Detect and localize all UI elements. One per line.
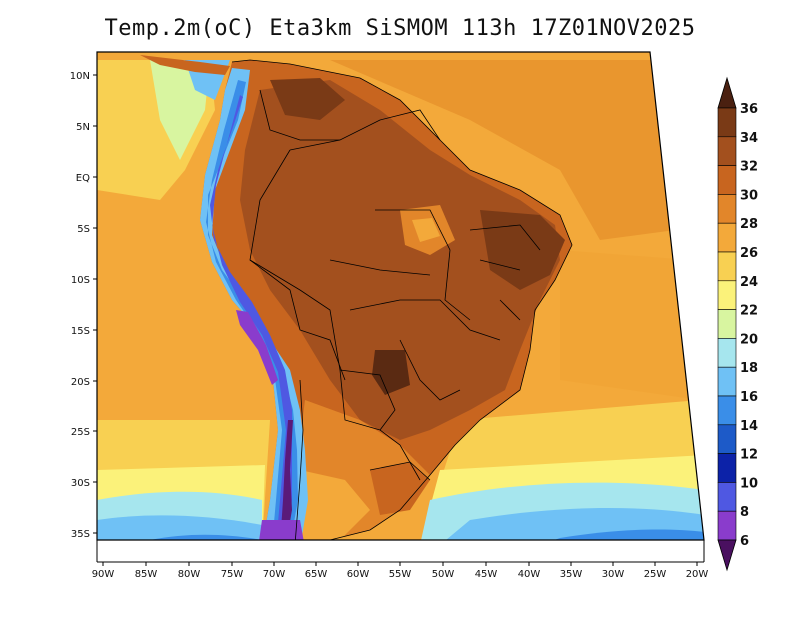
colorbar-label: 36 <box>740 102 758 117</box>
land-south-cooler-2 <box>292 470 370 540</box>
lat-tick-label: 25S <box>71 427 90 438</box>
lat-tick-label: 35S <box>71 529 90 540</box>
colorbar-band <box>717 395 737 426</box>
argentina-chile-border <box>294 379 304 540</box>
andes-south-tip <box>258 520 305 540</box>
colorbar-band <box>717 482 737 512</box>
lat-tick-label: 30S <box>71 478 90 489</box>
map-title: Temp.2m(oC) Eta3km SiSMOM 113h 17Z01NOV2… <box>104 16 696 41</box>
lat-labels: 10N 5N EQ 5S 10S 15S 20S 25S 30S 35S <box>70 71 90 540</box>
colorbar-label: 32 <box>740 160 758 175</box>
colorbar-label: 10 <box>740 476 758 491</box>
lat-ticks <box>93 74 97 534</box>
ocean-atlantic-east <box>560 250 700 400</box>
lon-tick-label: 60W <box>347 569 370 580</box>
colorbar-label: 28 <box>740 217 758 232</box>
lon-tick-label: 70W <box>263 569 286 580</box>
lon-tick-label: 30W <box>602 569 625 580</box>
colorbar-band <box>717 309 737 339</box>
colorbar-band <box>717 107 737 138</box>
lon-tick-label: 85W <box>135 569 158 580</box>
colorbar-label: 14 <box>740 419 758 434</box>
paraguay-border <box>339 369 396 431</box>
land-central-america <box>140 55 230 75</box>
brazil-border <box>249 109 441 481</box>
colorbar-label: 20 <box>740 332 758 347</box>
lat-tick-label: 10S <box>71 275 90 286</box>
andes-outer <box>200 68 308 540</box>
colorbar-label: 34 <box>740 131 758 146</box>
colorbar-label: 12 <box>740 448 758 463</box>
colorbar-label: 22 <box>740 304 758 319</box>
lon-tick-label: 75W <box>221 569 244 580</box>
colorbar-band <box>717 424 737 454</box>
land-hottest-pantanal <box>372 350 410 395</box>
colorbar-band <box>717 510 737 541</box>
lon-tick-label: 35W <box>560 569 583 580</box>
lon-tick-label: 65W <box>305 569 328 580</box>
land-hottest-ne <box>480 210 565 290</box>
colorbar-band <box>717 194 737 224</box>
boundaries <box>231 59 573 540</box>
colorbar-top-arrow <box>717 76 737 109</box>
colorbar-band <box>717 165 737 195</box>
peru-bolivia-border <box>249 259 346 381</box>
ocean-atlantic-warm <box>330 60 675 240</box>
colorbar-band <box>717 338 737 368</box>
land-hottest-venezuela <box>270 78 345 120</box>
lon-tick-label: 50W <box>432 569 455 580</box>
lon-tick-label: 20W <box>686 569 709 580</box>
lon-tick-label: 80W <box>178 569 201 580</box>
state-lines-1 <box>329 209 501 341</box>
colorbar-band <box>717 453 737 483</box>
colorbar-label: 24 <box>740 275 758 290</box>
land-uruguay <box>370 462 430 515</box>
colorbar-band <box>717 251 737 282</box>
colorbar-band <box>717 366 737 397</box>
colorbar-label: 30 <box>740 188 758 203</box>
lat-tick-label: 5S <box>77 224 90 235</box>
lat-tick-label: 15S <box>71 326 90 337</box>
colorbar-band <box>717 280 737 310</box>
lat-tick-label: 20S <box>71 377 90 388</box>
coastline <box>231 59 573 540</box>
lon-labels: 90W 85W 80W 75W 70W 65W 60W 55W 50W 45W … <box>92 569 709 580</box>
land-cooler-amazon-2 <box>412 218 440 242</box>
colorbar: 36 34 32 30 28 26 24 22 20 18 16 14 12 10 8 6 <box>717 76 758 572</box>
lon-tick-label: 45W <box>475 569 498 580</box>
colorbar-band <box>717 136 737 166</box>
lat-tick-label: 5N <box>76 122 90 133</box>
colorbar-label: 6 <box>740 534 749 549</box>
lat-tick-label: 10N <box>70 71 90 82</box>
colorbar-label: 16 <box>740 390 758 405</box>
state-lines-2 <box>399 224 541 401</box>
ocean-south-east-5 <box>540 529 704 540</box>
uruguay-border <box>369 461 431 481</box>
colorbar-bottom-arrow <box>717 539 737 572</box>
andes-core-north <box>236 310 278 385</box>
lon-tick-label: 90W <box>92 569 115 580</box>
colorbar-label: 18 <box>740 361 758 376</box>
lon-tick-label: 55W <box>389 569 412 580</box>
land-hot-core <box>240 80 560 440</box>
lon-tick-label: 40W <box>518 569 541 580</box>
colorbar-label: 26 <box>740 246 758 261</box>
colombia-venezuela-border <box>259 89 340 141</box>
colorbar-band <box>717 222 737 253</box>
map-domain <box>97 52 704 540</box>
lon-ticks <box>102 562 698 566</box>
colorbar-label: 8 <box>740 505 749 520</box>
andes-core <box>280 420 293 540</box>
lon-tick-label: 25W <box>644 569 667 580</box>
lat-tick-label: EQ <box>76 173 90 184</box>
